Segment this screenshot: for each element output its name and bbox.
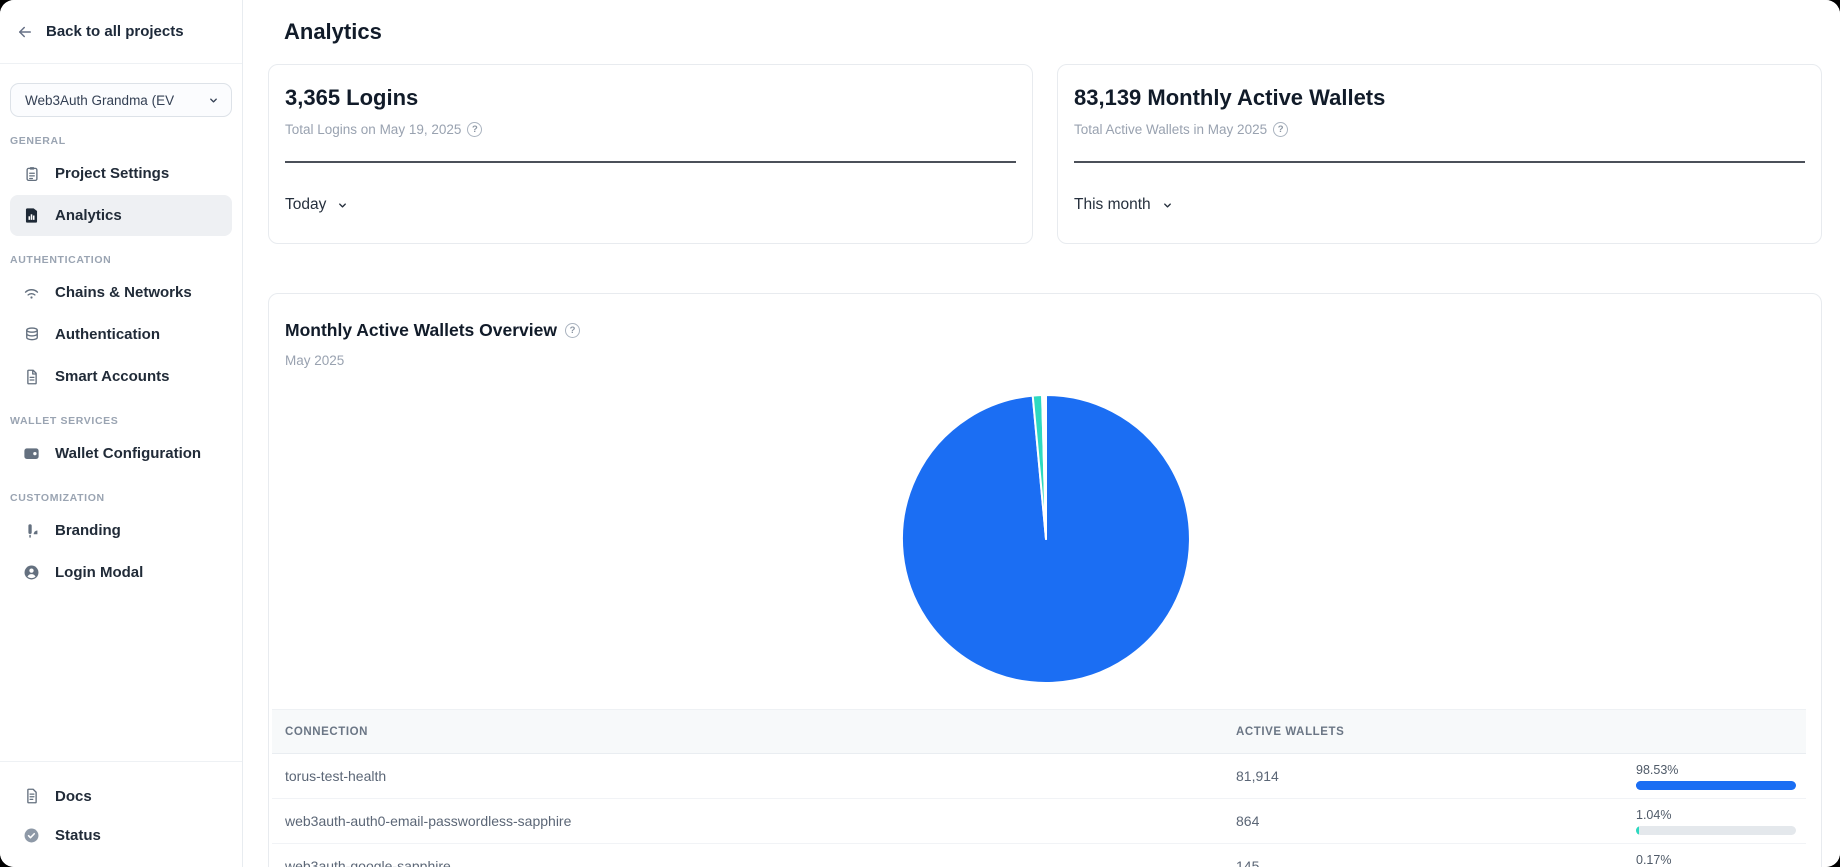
main-content: Analytics 3,365 Logins Total Logins on M… (244, 0, 1840, 867)
sidebar-item-label: Authentication (55, 326, 160, 343)
clipboard-icon (22, 164, 41, 183)
chevron-down-icon (339, 202, 347, 208)
check-circle-icon (22, 826, 41, 845)
sidebar-item-label: Login Modal (55, 564, 144, 581)
brush-icon (22, 521, 41, 540)
sidebar-item-label: Docs (55, 787, 92, 805)
sidebar-item-label: Branding (55, 522, 121, 539)
project-selector[interactable]: Web3Auth Grandma (EV (10, 83, 232, 117)
percent-label: 0.17% (1636, 852, 1672, 867)
logins-stat-title: 3,365 Logins (285, 85, 419, 110)
active-wallets-stat-title: 83,139 Monthly Active Wallets (1074, 85, 1386, 110)
help-icon[interactable]: ? (564, 323, 580, 338)
table-row[interactable]: web3auth-auth0-email-passwordless-sapphi… (272, 799, 1806, 844)
active-wallets-value: 81,914 (1236, 768, 1279, 784)
section-label-wallet-services: WALLET SERVICES (10, 415, 119, 427)
active-wallets-range-dropdown[interactable]: This month (1074, 196, 1173, 214)
sidebar-item-authentication[interactable]: Authentication (10, 314, 232, 355)
analytics-icon (22, 206, 41, 225)
stat-divider-line (285, 161, 1016, 163)
percent-label: 1.04% (1636, 807, 1672, 822)
logins-stat-card: 3,365 Logins Total Logins on May 19, 202… (268, 64, 1033, 244)
document-icon (22, 787, 41, 806)
logins-stat-subtitle: Total Logins on May 19, 2025 ? (285, 122, 483, 137)
connection-name: web3auth-google-sapphire (285, 858, 451, 867)
share-cell: 1.04% (1636, 808, 1806, 835)
section-label-customization: CUSTOMIZATION (10, 492, 105, 504)
sidebar-item-label: Status (55, 826, 101, 844)
sidebar: Back to all projects Web3Auth Grandma (E… (0, 0, 243, 867)
arrow-left-icon (19, 26, 31, 37)
connection-name: torus-test-health (285, 768, 387, 784)
sidebar-item-project-settings[interactable]: Project Settings (10, 153, 232, 194)
document-icon (22, 367, 41, 386)
page-title: Analytics (284, 19, 382, 44)
database-icon (22, 325, 41, 344)
logins-range-dropdown[interactable]: Today (285, 196, 348, 214)
percent-label: 98.53% (1636, 762, 1679, 777)
section-label-authentication: AUTHENTICATION (10, 254, 112, 266)
network-icon (22, 283, 41, 302)
back-label: Back to all projects (46, 23, 184, 40)
table-header: CONNECTION ACTIVE WALLETS (272, 709, 1806, 754)
percent-bar (1636, 825, 1796, 835)
help-icon[interactable]: ? (467, 122, 483, 137)
share-cell: 98.53% (1636, 763, 1806, 790)
sidebar-item-label: Project Settings (55, 165, 170, 182)
range-label: Today (285, 196, 327, 213)
sidebar-item-chains-networks[interactable]: Chains & Networks (10, 272, 232, 313)
help-icon[interactable]: ? (1273, 122, 1289, 137)
active-wallets-value: 864 (1236, 813, 1260, 829)
sidebar-item-login-modal[interactable]: Login Modal (10, 552, 232, 593)
active-wallets-pie-chart (896, 389, 1196, 689)
chevron-down-icon (210, 98, 217, 102)
active-wallets-stat-subtitle: Total Active Wallets in May 2025 ? (1074, 122, 1289, 137)
sidebar-item-branding[interactable]: Branding (10, 510, 232, 551)
section-label-general: GENERAL (10, 135, 66, 147)
percent-bar (1636, 780, 1796, 790)
sidebar-item-analytics[interactable]: Analytics (10, 195, 232, 236)
active-wallets-stat-card: 83,139 Monthly Active Wallets Total Acti… (1057, 64, 1822, 244)
user-icon (22, 563, 41, 582)
chevron-down-icon (1163, 202, 1171, 208)
wallet-icon (22, 444, 41, 463)
overview-card-title: Monthly Active Wallets Overview ? (285, 320, 580, 341)
overview-card-subtitle: May 2025 (285, 353, 345, 368)
back-to-projects-link[interactable]: Back to all projects (0, 0, 242, 64)
stat-divider-line (1074, 161, 1805, 163)
sidebar-item-label: Wallet Configuration (55, 445, 202, 462)
sidebar-item-label: Chains & Networks (55, 284, 192, 301)
sidebar-item-docs[interactable]: Docs (10, 777, 232, 815)
sidebar-item-wallet-configuration[interactable]: Wallet Configuration (10, 433, 232, 474)
column-header-connection: CONNECTION (285, 725, 369, 738)
sidebar-item-label: Analytics (55, 207, 122, 224)
sidebar-item-label: Smart Accounts (55, 368, 170, 385)
share-cell: 0.17% (1636, 853, 1806, 867)
column-header-active-wallets: ACTIVE WALLETS (1236, 725, 1345, 738)
sidebar-item-smart-accounts[interactable]: Smart Accounts (10, 356, 232, 397)
project-selector-value: Web3Auth Grandma (EV (25, 92, 175, 108)
sidebar-footer: Docs Status (0, 761, 242, 861)
sidebar-item-status[interactable]: Status (10, 816, 232, 854)
monthly-active-wallets-overview-card: Monthly Active Wallets Overview ? May 20… (268, 293, 1822, 867)
active-wallets-value: 145 (1236, 858, 1260, 867)
connections-table: CONNECTION ACTIVE WALLETS torus-test-hea… (272, 709, 1806, 867)
table-row[interactable]: torus-test-health 81,914 98.53% (272, 754, 1806, 799)
connection-name: web3auth-auth0-email-passwordless-sapphi… (285, 813, 572, 829)
range-label: This month (1074, 196, 1151, 213)
table-row[interactable]: web3auth-google-sapphire 145 0.17% (272, 844, 1806, 867)
